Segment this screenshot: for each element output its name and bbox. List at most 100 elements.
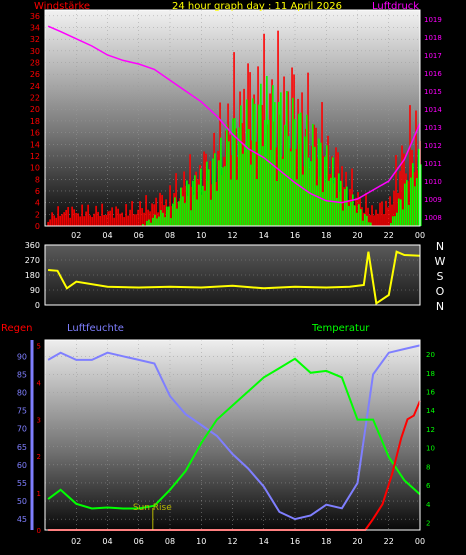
- humidity-tick-label: 45: [17, 515, 27, 524]
- x-tick-label: 22: [384, 537, 394, 546]
- x-tick-label: 18: [321, 231, 331, 240]
- left-tick-label: 10: [30, 164, 40, 173]
- right-axis-ticks: 1008 1009 1010 1011 1012 1013 1014 1015 1016 1017…: [424, 16, 442, 222]
- rain-tick-label: 4: [37, 379, 42, 387]
- x-tick-label: 14: [259, 537, 269, 546]
- plot-frame: [44, 339, 421, 531]
- left-tick-label: 12: [30, 152, 40, 161]
- left-tick-label: 0: [35, 222, 40, 231]
- x-tick-label: 08: [165, 231, 175, 240]
- x-tick-label: 10: [196, 231, 206, 240]
- temperature-line: [47, 357, 421, 510]
- left-tick-label: 8: [35, 175, 40, 184]
- humidity-line: [47, 344, 421, 521]
- rain-tick-label: 2: [37, 453, 41, 461]
- humidity-tick-label: 60: [17, 461, 27, 470]
- wind-speed-label: Windstärke: [34, 1, 90, 12]
- temperature-tick-label: 8: [426, 463, 430, 471]
- humidity-axis-ticks: 45 50 55 60 65 70 75 80 85 90: [17, 352, 27, 524]
- humidity-tick-label: 70: [17, 425, 27, 434]
- temperature-label: Temperatur: [311, 323, 370, 334]
- temperature-tick-label: 2: [426, 520, 430, 528]
- left-tick-label: 14: [30, 140, 40, 149]
- temperature-tick-label: 12: [426, 426, 435, 434]
- x-tick-label: 00: [415, 537, 425, 546]
- plot-background: [45, 340, 420, 530]
- x-tick-label: 04: [102, 231, 112, 240]
- left-tick-label: 16: [30, 129, 40, 138]
- pressure-label: Luftdruck: [372, 1, 419, 12]
- compass-label: N: [436, 300, 444, 313]
- temperature-tick-label: 10: [426, 445, 435, 453]
- rain-axis-ticks: 0 1 2 3 4 5: [37, 343, 42, 535]
- humidity-tick-label: 75: [17, 407, 27, 416]
- direction-tick-label: 90: [30, 286, 40, 295]
- temperature-tick-label: 6: [426, 482, 431, 490]
- left-tick-label: 32: [30, 35, 40, 44]
- humidity-tick-label: 65: [17, 443, 27, 452]
- x-tick-label: 14: [259, 231, 269, 240]
- rain-tick-label: 3: [37, 416, 41, 424]
- humidity-tick-label: 90: [17, 352, 27, 361]
- compass-label: N: [436, 240, 444, 253]
- left-tick-label: 2: [35, 210, 40, 219]
- x-tick-label: 16: [290, 231, 300, 240]
- x-tick-label: 06: [134, 537, 144, 546]
- right-tick-label: 1016: [424, 70, 442, 78]
- left-tick-label: 20: [30, 105, 40, 114]
- humidity-label: Luftfeuchte: [67, 323, 124, 334]
- left-tick-label: 30: [30, 47, 40, 56]
- x-axis-ticks: 02 04 06 08 10 12 14 16 18 20 22 00: [71, 537, 425, 546]
- humidity-tick-label: 50: [17, 497, 27, 506]
- temperature-axis-ticks: 2 4 6 8 10 12 14 16 18 20: [426, 351, 435, 527]
- humidity-tick-label: 85: [17, 370, 27, 379]
- right-tick-label: 1011: [424, 160, 442, 168]
- x-tick-label: 10: [196, 537, 206, 546]
- right-tick-label: 1015: [424, 88, 442, 96]
- right-tick-label: 1008: [424, 214, 442, 222]
- temperature-tick-label: 18: [426, 370, 435, 378]
- x-tick-label: 20: [352, 537, 362, 546]
- x-axis-ticks: 02 04 06 08 10 12 14 16 18 20 22 00: [71, 231, 425, 240]
- compass-label: O: [436, 285, 445, 298]
- grid: [45, 10, 421, 227]
- x-tick-label: 06: [134, 231, 144, 240]
- rain-line: [48, 400, 421, 531]
- left-tick-label: 18: [30, 117, 40, 126]
- x-tick-label: 20: [352, 231, 362, 240]
- x-tick-label: 22: [384, 231, 394, 240]
- chart-title: 24 hour graph day : 11 April 2026: [172, 1, 342, 12]
- wind-direction-line: [48, 250, 421, 305]
- right-tick-label: 1017: [424, 52, 442, 60]
- x-tick-label: 04: [102, 537, 112, 546]
- temperature-tick-label: 16: [426, 388, 435, 396]
- pressure-line: [47, 25, 421, 204]
- x-tick-label: 08: [165, 537, 175, 546]
- x-tick-label: 18: [321, 537, 331, 546]
- direction-tick-label: 180: [25, 271, 40, 280]
- direction-tick-label: 270: [25, 256, 40, 265]
- rain-tick-label: 0: [37, 527, 41, 535]
- right-tick-label: 1014: [424, 106, 442, 114]
- humidity-tick-label: 80: [17, 388, 27, 397]
- left-tick-label: 28: [30, 59, 40, 68]
- left-tick-label: 26: [30, 70, 40, 79]
- rain-tick-label: 1: [37, 490, 41, 498]
- x-tick-label: 12: [227, 537, 237, 546]
- right-tick-label: 1018: [424, 34, 442, 42]
- left-tick-label: 22: [30, 94, 40, 103]
- temperature-tick-label: 14: [426, 407, 435, 415]
- sunrise-label: Sun Rise: [133, 503, 172, 513]
- humidity-tick-label: 55: [17, 479, 27, 488]
- x-tick-label: 16: [290, 537, 300, 546]
- left-tick-label: 24: [30, 82, 40, 91]
- direction-tick-label: 360: [25, 241, 40, 250]
- right-tick-label: 1019: [424, 16, 442, 24]
- rain-tick-label: 5: [37, 343, 41, 351]
- plot-frame: [44, 244, 421, 306]
